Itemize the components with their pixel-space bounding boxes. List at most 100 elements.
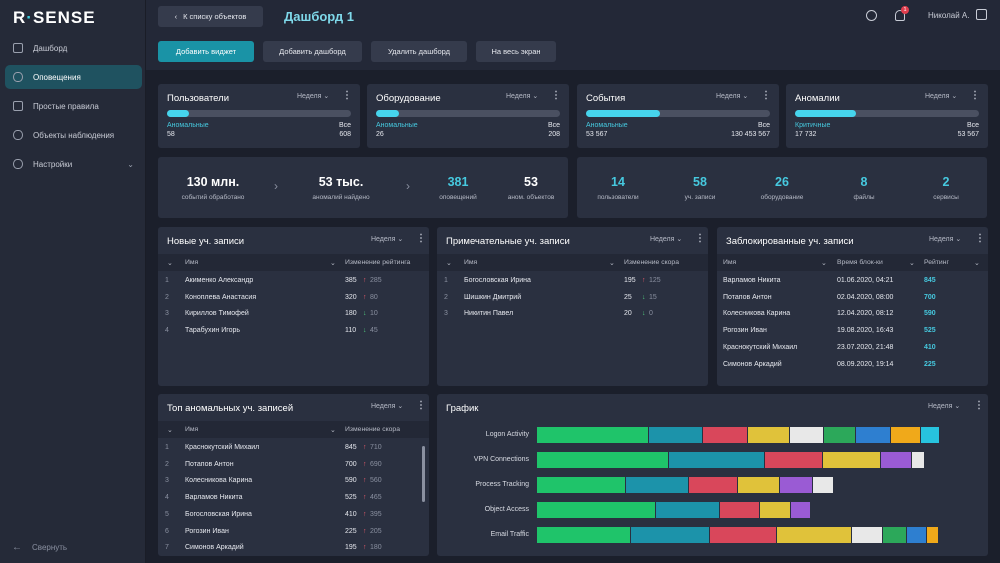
bar-segment[interactable] <box>907 527 926 543</box>
bar-segment[interactable] <box>760 502 791 518</box>
bar-segment[interactable] <box>748 427 790 443</box>
table-row[interactable]: 3 Колесникова Карина 590 ↑ 560 <box>158 473 429 490</box>
bar-segment[interactable] <box>668 452 765 468</box>
sidebar-item-settings[interactable]: Настройки ⌄ <box>5 152 142 176</box>
bar-segment[interactable] <box>926 527 939 543</box>
table-row[interactable]: Потапов Антон 02.04.2020, 08:00 700 <box>717 290 988 307</box>
table-row[interactable]: 1 Краснокутский Михаил 845 ↑ 710 <box>158 440 429 457</box>
more-icon[interactable]: ⋮ <box>416 233 426 244</box>
row-name[interactable]: Коноплева Анастасия <box>185 293 257 301</box>
sort-icon[interactable]: ⌄ <box>167 260 173 267</box>
bar-segment[interactable] <box>631 527 709 543</box>
bar-segment[interactable] <box>882 527 907 543</box>
row-name[interactable]: Рогозин Иван <box>185 527 229 535</box>
more-icon[interactable]: ⋮ <box>551 90 561 101</box>
sidebar-item-dashboard[interactable]: Дашборд <box>5 36 142 60</box>
bar-segment[interactable] <box>824 427 855 443</box>
column-rating[interactable]: Рейтинг <box>924 259 949 266</box>
table-row[interactable]: 2 Коноплева Анастасия 320 ↑ 80 <box>158 290 429 307</box>
chevron-down-icon[interactable]: ⌄ <box>821 260 827 267</box>
bar-segment[interactable] <box>921 427 939 443</box>
period-select[interactable]: Неделя ⌄ <box>716 93 749 100</box>
period-select[interactable]: Неделя ⌄ <box>925 93 958 100</box>
bar-segment[interactable] <box>765 452 823 468</box>
period-select[interactable]: Неделя ⌄ <box>650 236 683 243</box>
table-row[interactable]: 3 Кириллов Тимофей 180 ↓ 10 <box>158 306 429 323</box>
column-name[interactable]: Имя <box>723 259 737 266</box>
add-widget-button[interactable]: Добавить виджет <box>158 41 254 62</box>
delete-dashboard-button[interactable]: Удалить дашборд <box>371 41 467 62</box>
chevron-down-icon[interactable]: ⌄ <box>330 260 336 267</box>
more-icon[interactable]: ⋮ <box>970 90 980 101</box>
add-dashboard-button[interactable]: Добавить дашборд <box>263 41 362 62</box>
sidebar-item-alerts[interactable]: Оповещения <box>5 65 142 89</box>
table-row[interactable]: 2 Шишкин Дмитрий 25 ↓ 15 <box>437 290 708 307</box>
bar-segment[interactable] <box>537 477 625 493</box>
bar-segment[interactable] <box>855 427 891 443</box>
sort-icon[interactable]: ⌄ <box>446 260 452 267</box>
table-row[interactable]: 3 Никитин Павел 20 ↓ 0 <box>437 306 708 323</box>
row-name[interactable]: Никитин Павел <box>464 310 514 318</box>
bell-icon[interactable] <box>895 10 905 21</box>
more-icon[interactable]: ⋮ <box>416 400 426 411</box>
collapse-button[interactable]: ← Свернуть <box>12 542 67 553</box>
bar-segment[interactable] <box>790 427 824 443</box>
sidebar-item-objects[interactable]: Объекты наблюдения <box>5 123 142 147</box>
table-row[interactable]: 6 Рогозин Иван 225 ↑ 205 <box>158 524 429 541</box>
bar-segment[interactable] <box>537 502 655 518</box>
row-name[interactable]: Симонов Аркадий <box>723 360 782 368</box>
row-name[interactable]: Краснокутский Михаил <box>185 444 260 451</box>
row-name[interactable]: Варламов Никита <box>723 277 781 284</box>
bar-segment[interactable] <box>537 427 649 443</box>
row-name[interactable]: Потапов Антон <box>723 293 772 301</box>
bar-segment[interactable] <box>852 527 882 543</box>
fullscreen-button[interactable]: На весь экран <box>476 41 556 62</box>
period-select[interactable]: Неделя ⌄ <box>371 236 404 243</box>
bar-segment[interactable] <box>537 452 668 468</box>
bar-segment[interactable] <box>655 502 720 518</box>
chevron-down-icon[interactable]: ⌄ <box>330 427 336 434</box>
column-change[interactable]: Изменение скора <box>345 426 400 433</box>
bar-segment[interactable] <box>720 502 760 518</box>
row-name[interactable]: Колесникова Карина <box>723 310 791 318</box>
chevron-down-icon[interactable]: ⌄ <box>609 260 615 267</box>
row-name[interactable]: Потапов Антон <box>185 460 234 468</box>
column-change[interactable]: Изменение рейтинга <box>345 259 411 266</box>
sidebar-item-rules[interactable]: Простые правила <box>5 94 142 118</box>
row-name[interactable]: Кириллов Тимофей <box>185 310 249 318</box>
row-name[interactable]: Варламов Никита <box>185 494 243 502</box>
table-row[interactable]: 7 Симонов Аркадий 195 ↑ 180 <box>158 540 429 556</box>
period-select[interactable]: Неделя ⌄ <box>929 236 962 243</box>
more-icon[interactable]: ⋮ <box>975 233 985 244</box>
bar-segment[interactable] <box>911 452 924 468</box>
table-row[interactable]: Краснокутский Михаил 23.07.2020, 21:48 4… <box>717 340 988 357</box>
bar-segment[interactable] <box>812 477 834 493</box>
column-change[interactable]: Изменение скора <box>624 259 679 266</box>
logout-icon[interactable] <box>976 9 987 20</box>
row-name[interactable]: Колесникова Карина <box>185 477 253 485</box>
bar-segment[interactable] <box>738 477 780 493</box>
row-name[interactable]: Богословская Ирина <box>185 510 252 518</box>
table-row[interactable]: 1 Богословская Ирина 195 ↑ 125 <box>437 273 708 290</box>
column-name[interactable]: Имя <box>464 259 478 266</box>
bar-segment[interactable] <box>537 527 631 543</box>
chevron-down-icon[interactable]: ⌄ <box>974 260 980 267</box>
column-time[interactable]: Время блок-ки <box>837 259 883 266</box>
row-name[interactable]: Симонов Аркадий <box>185 544 244 552</box>
bar-segment[interactable] <box>881 452 911 468</box>
table-row[interactable]: 1 Акименко Александр 385 ↑ 285 <box>158 273 429 290</box>
period-select[interactable]: Неделя ⌄ <box>506 93 539 100</box>
row-name[interactable]: Акименко Александр <box>185 277 254 284</box>
logo[interactable]: R·SENSE <box>13 8 96 27</box>
table-row[interactable]: 4 Варламов Никита 525 ↑ 465 <box>158 490 429 507</box>
table-row[interactable]: Варламов Никита 01.06.2020, 04:21 845 <box>717 273 988 290</box>
more-icon[interactable]: ⋮ <box>695 233 705 244</box>
row-name[interactable]: Шишкин Дмитрий <box>464 293 522 301</box>
search-icon[interactable] <box>866 10 877 21</box>
table-row[interactable]: Симонов Аркадий 08.09.2020, 19:14 225 <box>717 357 988 374</box>
bar-segment[interactable] <box>689 477 737 493</box>
bar-segment[interactable] <box>823 452 881 468</box>
period-select[interactable]: Неделя ⌄ <box>928 403 961 410</box>
more-icon[interactable]: ⋮ <box>342 90 352 101</box>
more-icon[interactable]: ⋮ <box>974 400 984 411</box>
